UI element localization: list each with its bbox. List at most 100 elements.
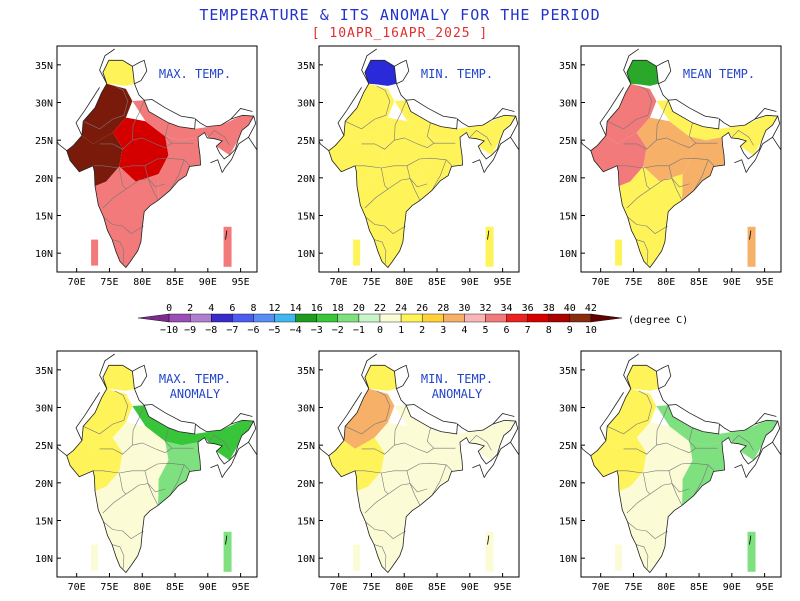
- region-ne: [132, 100, 254, 156]
- lakshadweep-box: [91, 544, 99, 571]
- panel-min-temp-anomaly: 70E 75E 80E 85E 90E 95E 35N 30N 25N 20N 15N 10N MIN.…: [262, 343, 524, 601]
- colorbar-anomaly-label: −6: [247, 325, 259, 336]
- region-far_north: [626, 60, 659, 86]
- region-w: [590, 132, 647, 187]
- region-ne: [656, 100, 778, 156]
- colorbar-anomaly-label: 0: [377, 325, 383, 336]
- colorbar-temp-label: 0: [166, 303, 172, 314]
- region-s: [619, 166, 683, 268]
- colorbar-anomaly-label: −3: [311, 325, 323, 336]
- colorbar-swatch: [590, 313, 623, 323]
- lon-tick-label: 80E: [133, 277, 151, 288]
- colorbar-anomaly-label: 10: [585, 325, 597, 336]
- region-s: [357, 166, 421, 268]
- panel-title: MIN. TEMP.: [421, 67, 493, 81]
- colorbar-temp-label: 36: [522, 303, 534, 314]
- panel-title: MAX. TEMP.: [159, 372, 231, 386]
- colorbar-temp-label: 6: [229, 303, 235, 314]
- region-far_north: [626, 365, 659, 391]
- lon-tick-label: 80E: [133, 582, 151, 593]
- lakshadweep-box: [353, 239, 361, 266]
- colorbar-swatch: [337, 313, 360, 323]
- lon-tick-label: 90E: [723, 582, 741, 593]
- colorbar-temp-label: 16: [311, 303, 323, 314]
- lon-tick-label: 90E: [723, 277, 741, 288]
- period-subtitle: [ 10APR_16APR_2025 ]: [311, 26, 489, 41]
- lon-tick-label: 70E: [330, 277, 348, 288]
- lon-tick-label: 85E: [428, 277, 446, 288]
- colorbar-temp-label: 26: [416, 303, 428, 314]
- lon-tick-label: 85E: [690, 582, 708, 593]
- lon-tick-label: 95E: [494, 277, 512, 288]
- region-nw: [605, 83, 657, 144]
- lat-tick-label: 10N: [35, 554, 53, 565]
- lon-tick-label: 85E: [428, 582, 446, 593]
- colorbar-temp-label: 38: [543, 303, 555, 314]
- max-temp-anomaly-map: 70E 75E 80E 85E 90E 95E 35N 30N 25N 20N 15N 10N MAX.…: [35, 350, 258, 593]
- colorbar-anomaly-label: 3: [440, 325, 446, 336]
- lat-tick-label: 10N: [35, 249, 53, 260]
- lon-tick-label: 70E: [592, 277, 610, 288]
- region-w: [328, 437, 385, 492]
- lat-tick-label: 30N: [559, 99, 577, 110]
- region-s: [95, 166, 159, 268]
- colorbar-anomaly-label: 4: [461, 325, 467, 336]
- lon-tick-label: 95E: [232, 277, 250, 288]
- mean-temp-map: 70E 75E 80E 85E 90E 95E 35N 30N 25N 20N 15N 10N MEAN…: [559, 45, 782, 288]
- region-e: [420, 441, 463, 506]
- lon-tick-label: 90E: [199, 277, 217, 288]
- colorbar-anomaly-label: −8: [205, 325, 217, 336]
- colorbar-swatch: [211, 313, 233, 323]
- region-e: [158, 441, 201, 506]
- lat-tick-label: 30N: [35, 99, 53, 110]
- lat-tick-label: 35N: [559, 61, 577, 72]
- lat-tick-label: 35N: [559, 366, 577, 377]
- lat-tick-label: 15N: [35, 517, 53, 528]
- colorbar-temp-label: 14: [290, 303, 302, 314]
- lat-tick-label: 35N: [297, 61, 315, 72]
- colorbar-anomaly-label: 8: [546, 325, 552, 336]
- panel-title: MIN. TEMP.: [421, 372, 493, 386]
- colorbar-temp-label: 20: [353, 303, 365, 314]
- region-w: [66, 132, 123, 187]
- colorbar-swatch: [358, 313, 381, 323]
- main-title: TEMPERATURE & ITS ANOMALY FOR THE PERIOD: [199, 6, 601, 24]
- region-far_north: [364, 365, 397, 391]
- region-e: [682, 441, 725, 506]
- colorbar-temp-label: 4: [208, 303, 214, 314]
- lon-tick-label: 80E: [657, 582, 675, 593]
- region-c: [374, 117, 431, 182]
- lat-tick-label: 30N: [297, 404, 315, 415]
- panel-mean-temp-anomaly: 70E 75E 80E 85E 90E 95E 35N 30N 25N 20N 15N 10N: [524, 343, 786, 601]
- lon-tick-label: 85E: [166, 277, 184, 288]
- lakshadweep-box: [615, 544, 623, 571]
- region-far_north: [364, 60, 397, 86]
- lat-tick-label: 25N: [559, 136, 577, 147]
- colorbar-anomaly-label: 5: [482, 325, 488, 336]
- lat-tick-label: 25N: [35, 136, 53, 147]
- lon-tick-label: 75E: [362, 277, 380, 288]
- colorbar-temp-label: 40: [564, 303, 576, 314]
- colorbar-anomaly-label: −4: [290, 325, 302, 336]
- lat-tick-label: 15N: [559, 517, 577, 528]
- panel-max-temp-anomaly: 70E 75E 80E 85E 90E 95E 35N 30N 25N 20N 15N 10N MAX.…: [0, 343, 262, 601]
- colorbar-anomaly-label: 1: [398, 325, 404, 336]
- colorbar-temp-label: 8: [250, 303, 256, 314]
- colorbar-swatch: [316, 313, 339, 323]
- lat-tick-label: 15N: [35, 212, 53, 223]
- lon-tick-label: 70E: [330, 582, 348, 593]
- colorbar: 0 2 4 6 8 12 14 16 18 20 22 24 26 28 30 32 34 36 38 40 42−10…: [137, 303, 688, 336]
- colorbar-temp-label: 28: [437, 303, 449, 314]
- lat-tick-label: 10N: [559, 249, 577, 260]
- panel-title: MEAN TEMP.: [683, 67, 755, 81]
- region-far_north: [102, 365, 135, 391]
- lat-tick-label: 20N: [559, 479, 577, 490]
- colorbar-swatch: [168, 313, 191, 323]
- panel-title: ANOMALY: [170, 387, 221, 401]
- colorbar-anomaly-label: 6: [504, 325, 510, 336]
- lon-tick-label: 70E: [68, 277, 86, 288]
- region-c: [112, 117, 169, 182]
- colorbar-swatch: [274, 313, 296, 323]
- lon-tick-label: 95E: [756, 277, 774, 288]
- colorbar-anomaly-label: 7: [525, 325, 531, 336]
